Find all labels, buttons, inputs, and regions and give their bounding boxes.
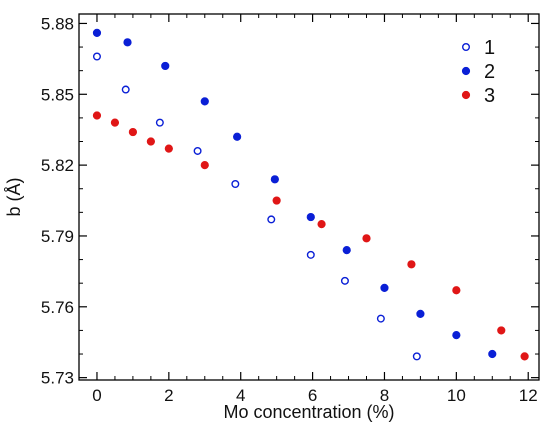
- legend-marker: [461, 66, 471, 76]
- series-3-point: [164, 144, 173, 153]
- series-1-point: [340, 276, 349, 285]
- series-3-point: [317, 220, 326, 229]
- y-axis-title: b (Å): [4, 177, 24, 216]
- x-tick-label: 10: [447, 386, 466, 405]
- legend-label: 3: [484, 85, 495, 107]
- series-3-point: [146, 137, 155, 146]
- plot-frame: [78, 13, 540, 381]
- axis-ticks: [79, 14, 539, 380]
- x-tick-label: 6: [308, 386, 317, 405]
- x-tick-label: 2: [164, 386, 173, 405]
- series-3-point: [272, 196, 281, 205]
- series-1-point: [231, 180, 240, 189]
- series-3-point: [92, 111, 102, 120]
- series-3-point: [452, 286, 461, 295]
- series-3-point: [362, 234, 371, 243]
- series-1-point: [155, 118, 164, 127]
- legend-marker: [461, 90, 471, 100]
- series-2-point: [270, 175, 279, 184]
- data-points: [92, 28, 529, 361]
- y-tick-label: 5.76: [41, 298, 74, 317]
- series-3-point: [407, 260, 416, 269]
- series-3-point: [520, 352, 529, 361]
- series-3-point: [200, 161, 209, 170]
- series-1-point: [376, 314, 385, 323]
- x-tick-label: 4: [236, 386, 245, 405]
- series-1-point: [121, 85, 130, 94]
- x-tick-label: 12: [519, 386, 538, 405]
- series-1-point: [412, 352, 421, 361]
- series-2-point: [342, 246, 351, 255]
- x-tick-label: 0: [92, 386, 101, 405]
- series-2-point: [200, 97, 209, 106]
- x-axis-title: Mo concentration (%): [223, 402, 394, 422]
- y-tick-label: 5.88: [41, 14, 74, 33]
- legend: 123: [461, 37, 495, 107]
- series-3-point: [110, 118, 120, 127]
- y-tick-label: 5.73: [41, 369, 74, 388]
- y-tick-label: 5.82: [41, 156, 74, 175]
- series-1-point: [193, 146, 202, 155]
- series-1-point: [267, 215, 276, 224]
- y-tick-label: 5.79: [41, 227, 74, 246]
- series-2-point: [416, 309, 425, 318]
- series-2-point: [452, 331, 461, 340]
- series-3-point: [497, 326, 506, 335]
- series-2-point: [92, 28, 102, 37]
- legend-label: 1: [484, 37, 495, 59]
- legend-marker: [462, 43, 471, 52]
- series-3-point: [128, 127, 138, 137]
- y-tick-label: 5.85: [41, 85, 74, 104]
- series-2-point: [306, 212, 315, 222]
- series-2-point: [123, 38, 132, 47]
- x-tick-label: 8: [380, 386, 389, 405]
- series-2-point: [380, 283, 389, 293]
- series-2-point: [161, 61, 170, 71]
- series-1-point: [92, 52, 101, 61]
- series-1-point: [306, 250, 315, 259]
- series-2-point: [233, 132, 242, 141]
- legend-label: 2: [484, 61, 495, 83]
- tick-labels: 0 2 4 6 8 10 125.735.765.795.825.855.88: [41, 14, 538, 405]
- series-2-point: [488, 349, 497, 359]
